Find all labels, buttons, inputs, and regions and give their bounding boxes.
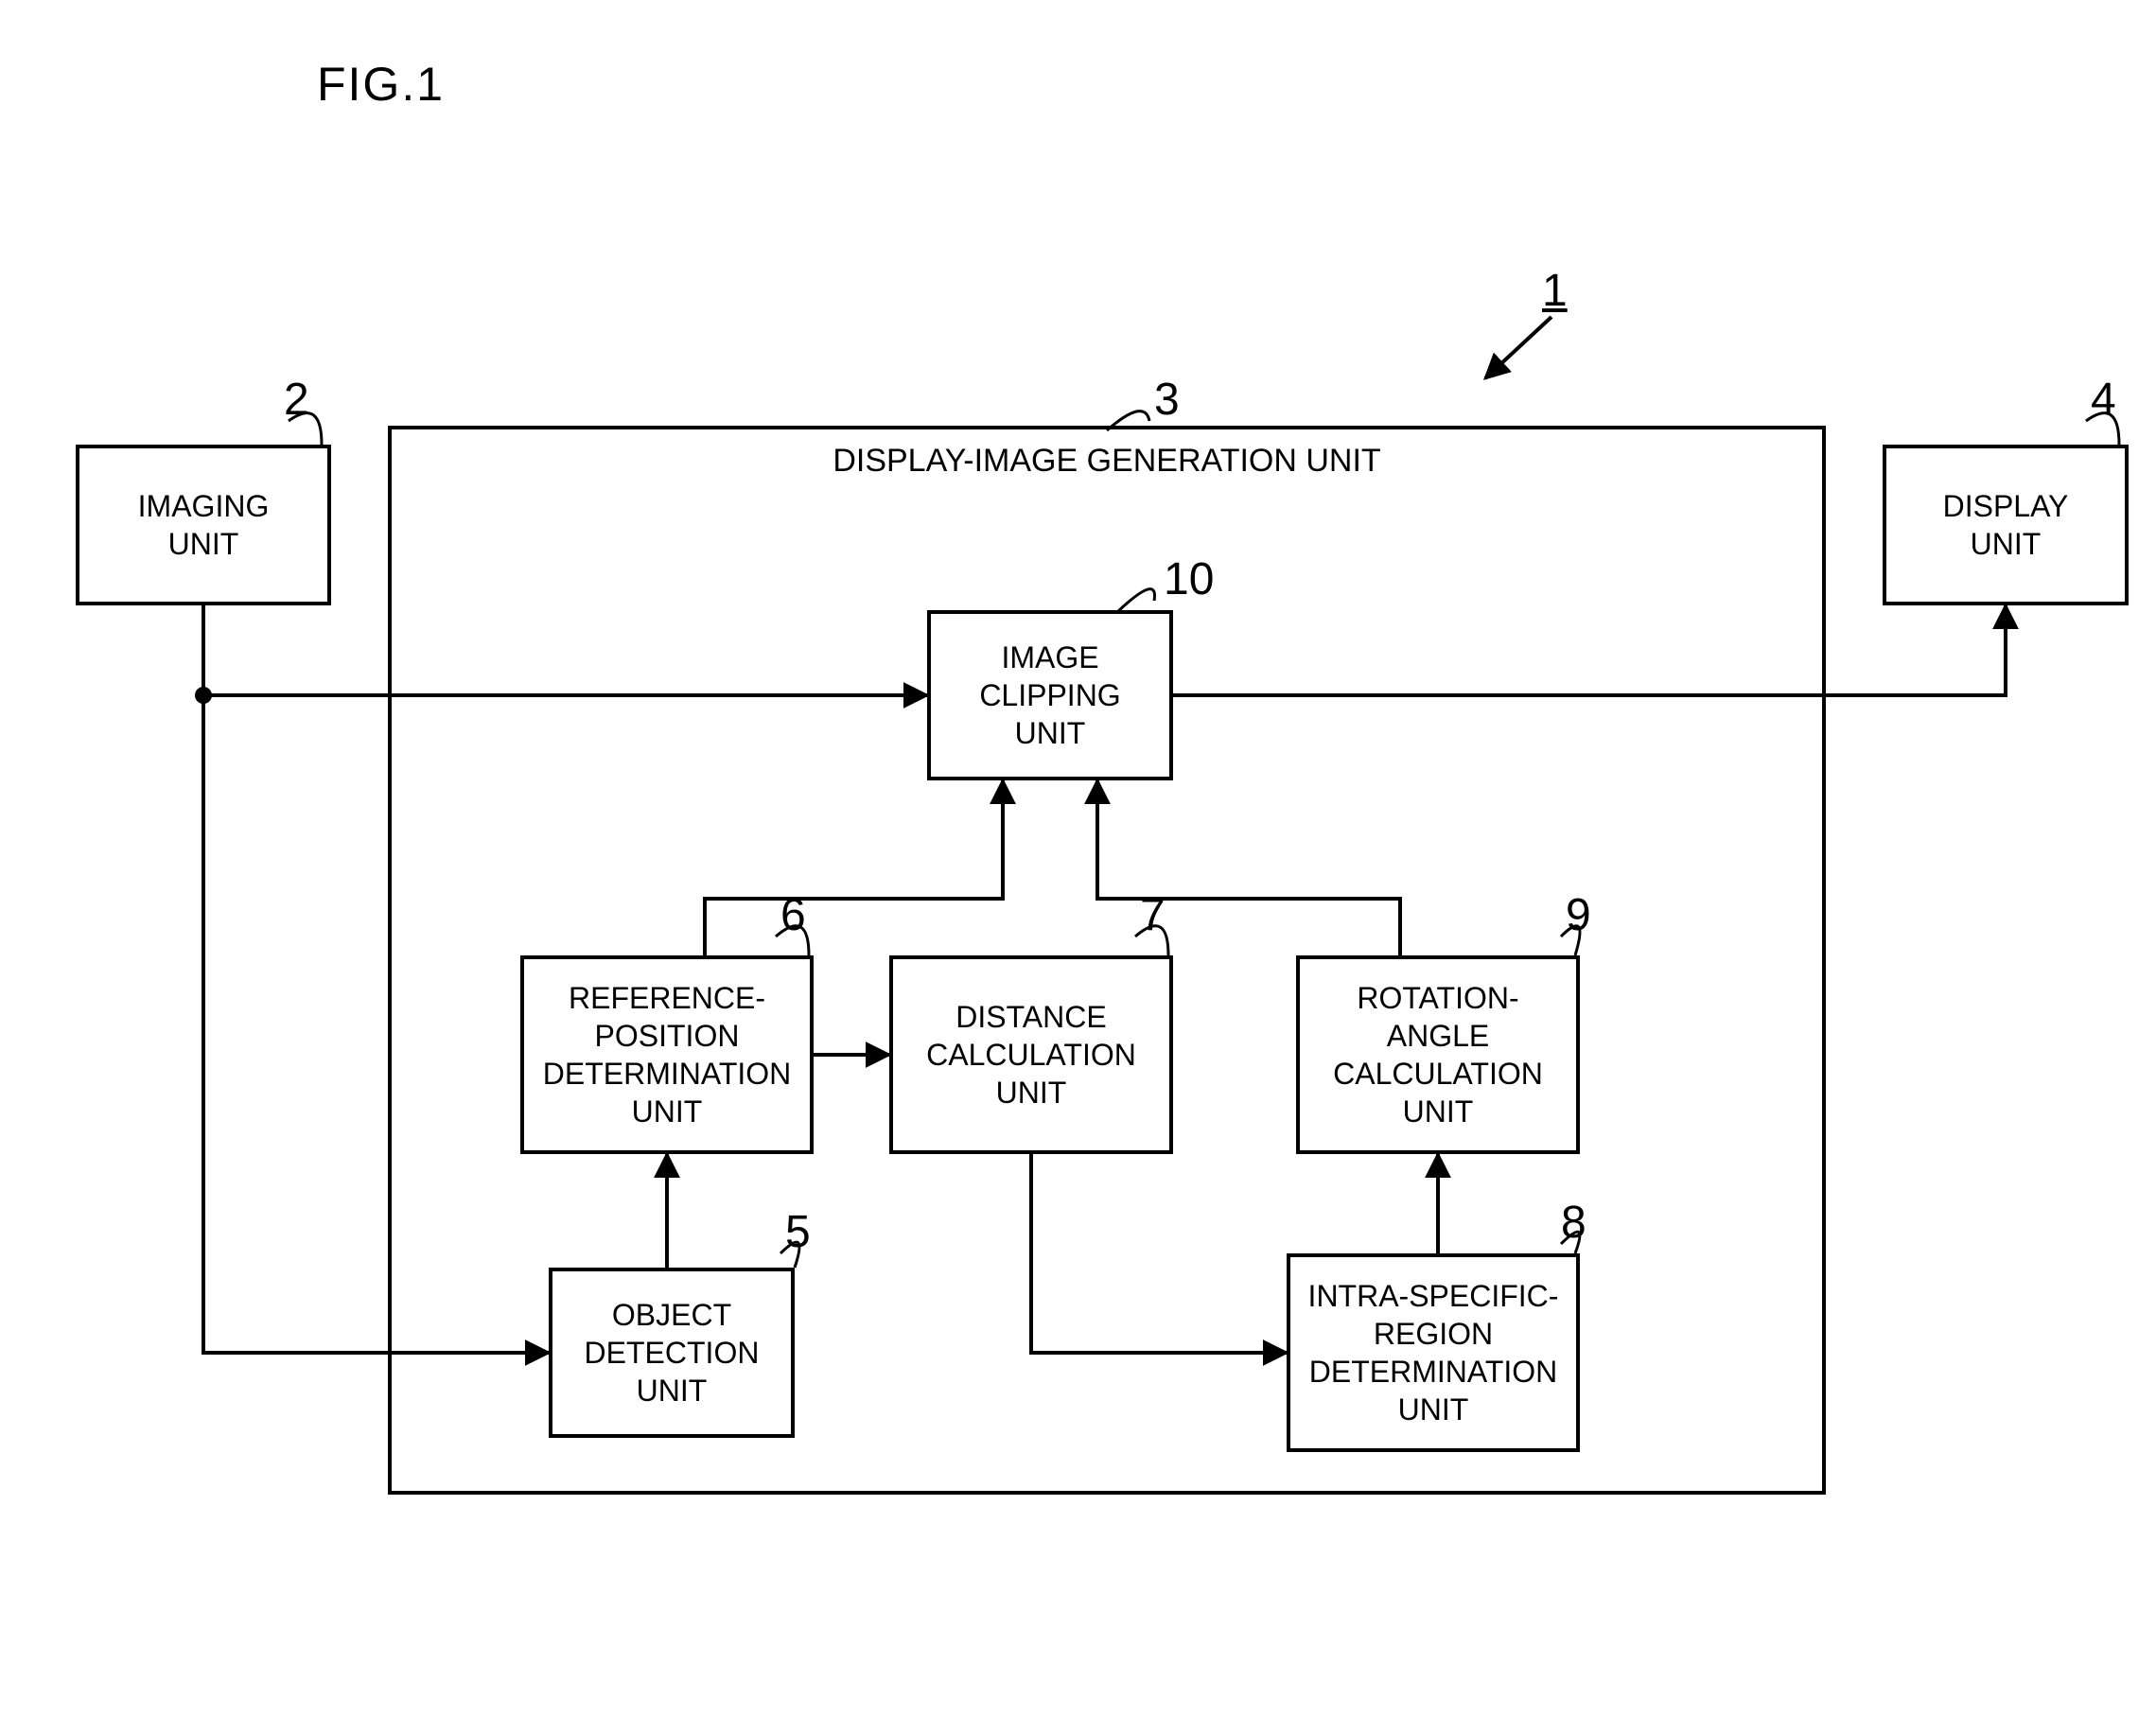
object-detection-unit-box: OBJECTDETECTIONUNIT bbox=[549, 1268, 795, 1438]
distance-calculation-unit-box: DISTANCECALCULATIONUNIT bbox=[889, 955, 1173, 1154]
object-detection-unit-text: OBJECTDETECTIONUNIT bbox=[585, 1296, 760, 1409]
image-clipping-unit-box: IMAGECLIPPINGUNIT bbox=[927, 610, 1173, 780]
num-display: 4 bbox=[2091, 374, 2116, 426]
intra-specific-region-unit-text: INTRA-SPECIFIC-REGIONDETERMINATIONUNIT bbox=[1308, 1277, 1559, 1428]
imaging-unit-box: IMAGINGUNIT bbox=[76, 445, 331, 605]
display-unit-box: DISPLAYUNIT bbox=[1883, 445, 2129, 605]
distance-calculation-unit-text: DISTANCECALCULATIONUNIT bbox=[926, 998, 1136, 1112]
figure-label: FIG.1 bbox=[317, 57, 445, 112]
rotation-angle-unit-text: ROTATION-ANGLECALCULATIONUNIT bbox=[1333, 979, 1543, 1130]
reference-position-unit-text: REFERENCE-POSITIONDETERMINATIONUNIT bbox=[543, 979, 792, 1130]
diagram-canvas: FIG.1 1 2 3 4 10 6 7 9 5 8 DISPLAY-IMAGE… bbox=[0, 0, 2156, 1733]
num-gen: 3 bbox=[1154, 374, 1180, 426]
display-image-generation-unit-title: DISPLAY-IMAGE GENERATION UNIT bbox=[392, 443, 1822, 480]
rotation-angle-unit-box: ROTATION-ANGLECALCULATIONUNIT bbox=[1296, 955, 1580, 1154]
intra-specific-region-unit-box: INTRA-SPECIFIC-REGIONDETERMINATIONUNIT bbox=[1287, 1253, 1580, 1452]
system-number-label: 1 bbox=[1542, 265, 1568, 317]
imaging-unit-text: IMAGINGUNIT bbox=[138, 487, 270, 563]
reference-position-unit-box: REFERENCE-POSITIONDETERMINATIONUNIT bbox=[520, 955, 814, 1154]
display-unit-text: DISPLAYUNIT bbox=[1943, 487, 2069, 563]
num-imaging: 2 bbox=[284, 374, 309, 426]
image-clipping-unit-text: IMAGECLIPPINGUNIT bbox=[979, 639, 1120, 752]
